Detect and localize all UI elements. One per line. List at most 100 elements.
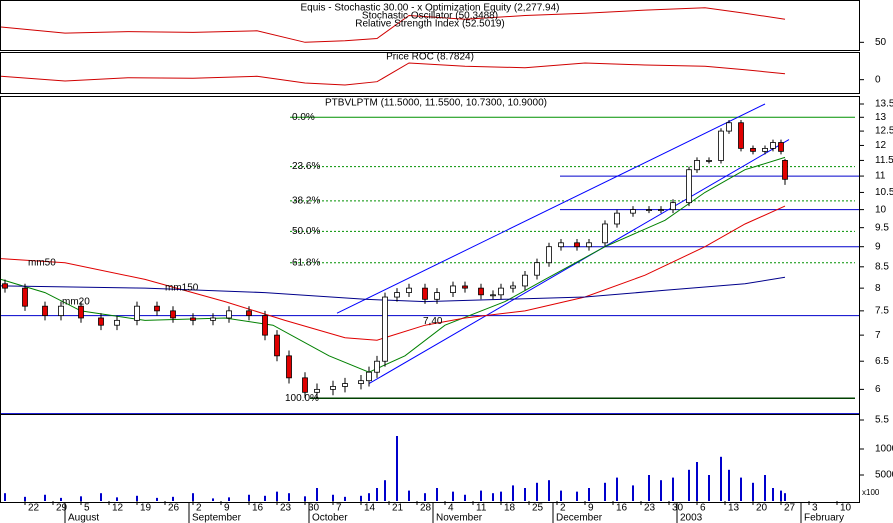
volume-bar xyxy=(604,482,606,501)
x-tick-label: 10 xyxy=(840,503,852,514)
indicator-panel xyxy=(0,0,860,51)
moving-average xyxy=(0,205,786,341)
month-label: September xyxy=(192,513,242,523)
candle-body xyxy=(210,317,216,321)
x-tick-label: 21 xyxy=(392,503,404,514)
volume-bar xyxy=(100,493,102,501)
candle-body xyxy=(558,242,564,248)
volume-bar xyxy=(660,480,662,501)
volume-bar xyxy=(228,497,230,501)
volume-bar xyxy=(264,495,266,501)
x-tick-label: 25 xyxy=(532,503,544,514)
panel-title: Price ROC (8.7824) xyxy=(386,52,474,63)
month-label: February xyxy=(804,513,844,523)
candle-body xyxy=(406,287,412,293)
candle-body xyxy=(374,360,380,373)
candle-body xyxy=(190,317,196,321)
volume-bar xyxy=(500,491,502,501)
candle-body xyxy=(602,223,608,244)
candle-body xyxy=(2,283,8,289)
candle-body xyxy=(314,388,320,393)
candle-body xyxy=(114,319,120,326)
candle-body xyxy=(534,262,540,276)
x-tick-label: 9 xyxy=(224,503,230,514)
candle-body xyxy=(490,294,496,297)
candle-body xyxy=(574,242,580,248)
volume-bar xyxy=(436,488,438,501)
volume-bar xyxy=(116,497,118,501)
volume-bar xyxy=(304,496,306,501)
volume-bar xyxy=(396,436,398,501)
candle-body xyxy=(738,122,744,149)
trend-line xyxy=(336,103,766,314)
y-tick-label: 9.5 xyxy=(875,222,889,233)
volume-bar xyxy=(276,491,278,501)
volume-bar xyxy=(4,493,6,501)
volume-bar xyxy=(764,475,766,501)
plot-area xyxy=(0,7,860,501)
candle-body xyxy=(762,147,768,152)
candle-body xyxy=(342,383,348,387)
volume-bar xyxy=(784,493,786,501)
candle-body xyxy=(134,305,140,321)
month-label: October xyxy=(312,513,348,523)
x-tick-label: 11 xyxy=(476,503,487,514)
fib-label: 0.0% xyxy=(292,112,315,123)
y-tick-label: 10.5 xyxy=(875,187,893,198)
x-tick-label: 23 xyxy=(644,503,656,514)
volume-bar xyxy=(672,477,674,501)
candle-body xyxy=(366,371,372,382)
fib-label: 61.8% xyxy=(292,257,320,268)
candle-body xyxy=(694,160,700,171)
month-label: December xyxy=(556,513,603,523)
candle-body xyxy=(358,380,364,384)
ma-label: mm20 xyxy=(62,297,90,308)
candle-body xyxy=(630,209,636,214)
volume-bar xyxy=(752,482,754,501)
y-tick-label: 5.5 xyxy=(875,415,889,426)
candle-body xyxy=(498,287,504,296)
volume-bar xyxy=(492,493,494,501)
volume-bar xyxy=(248,494,250,501)
volume-bar xyxy=(172,496,174,501)
candle-body xyxy=(726,122,732,132)
fib-label: 50.0% xyxy=(292,226,320,237)
volume-bar xyxy=(368,493,370,501)
ma-label: mm150 xyxy=(165,283,199,294)
candle-body xyxy=(450,285,456,293)
candle-body xyxy=(78,305,84,319)
candle-body xyxy=(670,202,676,211)
candle-body xyxy=(750,147,756,152)
x-tick-label: 13 xyxy=(728,503,740,514)
x-tick-label: 16 xyxy=(616,503,628,514)
x-tick-label: 26 xyxy=(168,503,180,514)
volume-bar xyxy=(408,490,410,501)
month-label: November xyxy=(436,513,483,523)
volume-bar xyxy=(44,494,46,501)
candle-body xyxy=(330,386,336,390)
x-tick-label: 3 xyxy=(812,503,818,514)
candle-body xyxy=(154,305,160,312)
x-tick-label: 18 xyxy=(504,503,516,514)
x-tick-label: 29 xyxy=(56,503,68,514)
volume-bar xyxy=(24,496,26,501)
volume-bar xyxy=(576,491,578,501)
candle-body xyxy=(706,160,712,162)
y-tick-label: 12.5 xyxy=(875,126,893,137)
x-tick-label: 16 xyxy=(252,503,264,514)
candle-body xyxy=(546,246,552,264)
y-tick-label: 8 xyxy=(875,283,881,294)
volume-bar xyxy=(632,485,634,501)
x-tick-label: 30 xyxy=(672,503,684,514)
x-tick-label: 30 xyxy=(308,503,320,514)
volume-bar xyxy=(60,497,62,501)
candle-body xyxy=(478,287,484,296)
x-tick-label: 22 xyxy=(28,503,40,514)
volume-bar xyxy=(424,493,426,501)
candle-body xyxy=(246,310,252,316)
volume-bar xyxy=(480,490,482,501)
volume-bar xyxy=(80,496,82,501)
chart-title: PTBVLPTM (11.5000, 11.5500, 10.7300, 10.… xyxy=(325,98,547,109)
candle-body xyxy=(778,142,784,152)
